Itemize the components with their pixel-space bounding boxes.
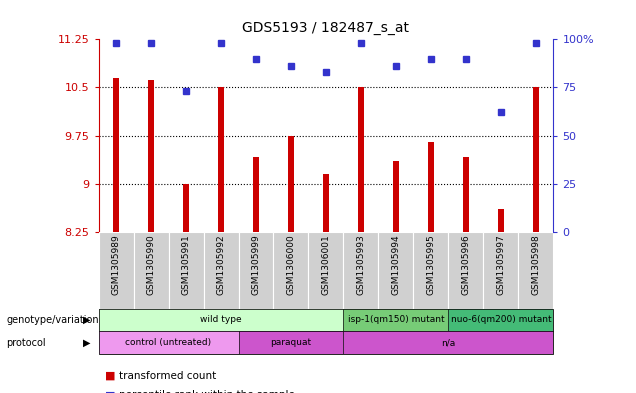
Bar — [218, 88, 224, 232]
Bar — [169, 232, 204, 309]
Text: genotype/variation: genotype/variation — [6, 315, 99, 325]
Text: ▶: ▶ — [83, 315, 91, 325]
Text: GSM1305996: GSM1305996 — [461, 234, 471, 295]
Text: isp-1(qm150) mutant: isp-1(qm150) mutant — [348, 316, 444, 324]
Text: GSM1305999: GSM1305999 — [251, 234, 261, 295]
Text: GSM1305993: GSM1305993 — [356, 234, 366, 295]
Text: GSM1305997: GSM1305997 — [496, 234, 506, 295]
Bar — [483, 232, 518, 309]
Bar — [99, 331, 238, 354]
Bar — [533, 88, 539, 232]
Bar — [448, 309, 553, 331]
Bar — [99, 232, 134, 309]
Text: GSM1305991: GSM1305991 — [181, 234, 191, 295]
Text: control (untreated): control (untreated) — [125, 338, 212, 347]
Text: GSM1305990: GSM1305990 — [146, 234, 156, 295]
Bar — [308, 232, 343, 309]
Bar — [99, 309, 343, 331]
Bar — [343, 232, 378, 309]
Text: GSM1305995: GSM1305995 — [426, 234, 436, 295]
Bar — [134, 232, 169, 309]
Text: GSM1305998: GSM1305998 — [531, 234, 541, 295]
Bar — [288, 136, 294, 232]
Text: GSM1306001: GSM1306001 — [321, 234, 331, 295]
Bar — [253, 157, 259, 232]
Bar — [113, 78, 119, 232]
Text: GSM1305989: GSM1305989 — [111, 234, 121, 295]
Text: GSM1306000: GSM1306000 — [286, 234, 296, 295]
Text: ■: ■ — [105, 390, 116, 393]
Bar — [148, 80, 154, 232]
Bar — [378, 232, 413, 309]
Text: GSM1305992: GSM1305992 — [216, 234, 226, 295]
Text: wild type: wild type — [200, 316, 242, 324]
Bar — [343, 331, 553, 354]
Text: n/a: n/a — [441, 338, 455, 347]
Bar — [358, 88, 364, 232]
Text: percentile rank within the sample: percentile rank within the sample — [119, 390, 295, 393]
Bar — [413, 232, 448, 309]
Bar — [204, 232, 238, 309]
Title: GDS5193 / 182487_s_at: GDS5193 / 182487_s_at — [242, 22, 410, 35]
Bar — [498, 209, 504, 232]
Bar — [238, 232, 273, 309]
Bar — [463, 157, 469, 232]
Bar — [428, 142, 434, 232]
Bar — [343, 309, 448, 331]
Bar — [238, 331, 343, 354]
Text: paraquat: paraquat — [270, 338, 312, 347]
Text: transformed count: transformed count — [119, 371, 216, 381]
Bar — [273, 232, 308, 309]
Bar — [518, 232, 553, 309]
Text: ▶: ▶ — [83, 338, 91, 348]
Bar — [448, 232, 483, 309]
Text: ■: ■ — [105, 371, 116, 381]
Bar — [323, 174, 329, 232]
Text: GSM1305994: GSM1305994 — [391, 234, 401, 295]
Text: nuo-6(qm200) mutant: nuo-6(qm200) mutant — [450, 316, 551, 324]
Bar — [393, 161, 399, 232]
Bar — [183, 184, 189, 232]
Text: protocol: protocol — [6, 338, 46, 348]
